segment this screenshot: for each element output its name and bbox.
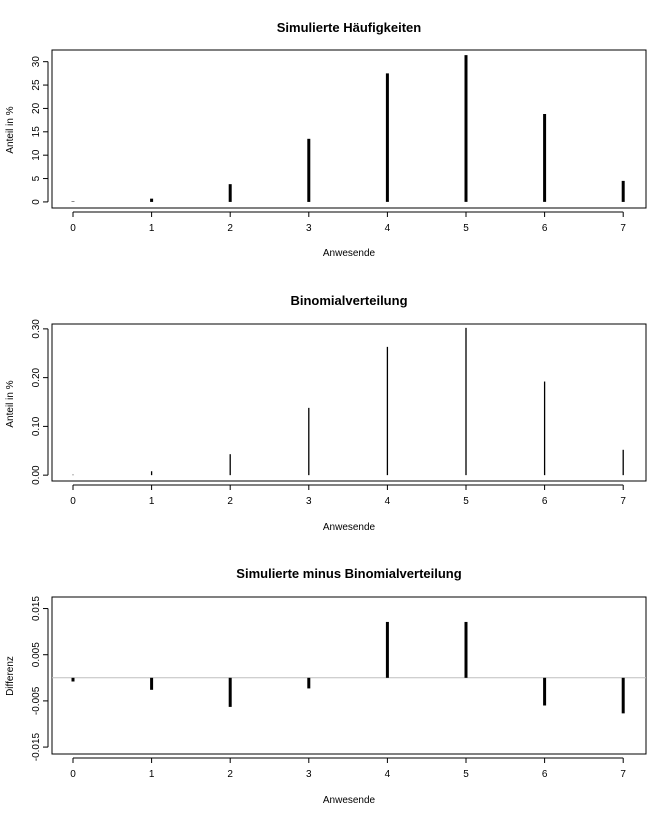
x-tick-label: 0 [70,223,76,234]
x-tick-label: 6 [542,496,548,507]
plot-frame [51,49,647,209]
x-tick-label: 1 [149,496,155,507]
y-tick-label: 15 [31,126,42,138]
x-tick-label: 4 [385,496,391,507]
y-tick-label: 0 [31,199,42,205]
chart-title: Simulierte minus Binomialverteilung [236,566,461,581]
x-tick-label: 5 [463,769,469,780]
x-tick-label: 4 [385,769,391,780]
y-tick-label: 25 [31,79,42,91]
y-tick-label: 0.005 [31,642,42,667]
x-tick-label: 6 [542,769,548,780]
x-tick-label: 2 [227,223,233,234]
x-tick-label: 7 [620,223,626,234]
x-tick-label: 3 [306,769,312,780]
plot-frame [51,323,647,482]
x-tick-label: 3 [306,496,312,507]
y-tick-label: 0.00 [31,465,42,485]
x-axis-label: Anwesende [323,522,376,533]
y-tick-label: -0.005 [31,686,42,715]
chart-panel-3: Simulierte minus Binomialverteilung Anwes… [5,566,647,806]
y-tick-label: -0.015 [31,732,42,761]
chart-panel-2: Binomialverteilung Anwesende Anteil in % 0 1… [5,293,647,533]
y-axis-label: Anteil in % [5,106,16,153]
y-tick-label: 5 [31,175,42,181]
y-axis-label: Anteil in % [5,380,16,427]
y-tick-label: 30 [31,56,42,68]
y-tick-label: 10 [31,149,42,161]
x-tick-label: 2 [227,496,233,507]
y-tick-label: 0.10 [31,416,42,436]
y-tick-label: 0.20 [31,367,42,387]
x-axis-label: Anwesende [323,795,376,806]
y-tick-label: 0.30 [31,319,42,339]
plot-frame [51,596,647,755]
x-tick-label: 5 [463,496,469,507]
x-axis-label: Anwesende [323,248,376,259]
x-tick-label: 0 [70,496,76,507]
chart-title: Binomialverteilung [290,293,407,308]
x-tick-label: 7 [620,496,626,507]
chart-title: Simulierte Häufigkeiten [277,20,422,35]
chart-panel-1: Simulierte Häufigkeiten Anwesende Anteil i… [5,20,647,259]
x-tick-label: 4 [385,223,391,234]
x-tick-label: 1 [149,223,155,234]
y-axis-label: Differenz [5,656,16,696]
y-tick-label: 0.015 [31,596,42,621]
x-tick-label: 5 [463,223,469,234]
x-tick-label: 3 [306,223,312,234]
y-tick-label: 20 [31,102,42,114]
x-tick-label: 6 [542,223,548,234]
x-tick-label: 1 [149,769,155,780]
x-tick-label: 2 [227,769,233,780]
x-tick-label: 0 [70,769,76,780]
x-tick-label: 7 [620,769,626,780]
